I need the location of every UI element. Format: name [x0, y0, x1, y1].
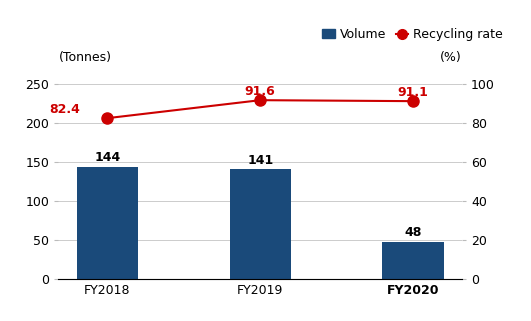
Text: 141: 141 — [247, 154, 273, 167]
Line: Recycling rate: Recycling rate — [102, 95, 418, 124]
Text: (Tonnes): (Tonnes) — [58, 51, 112, 64]
Text: 82.4: 82.4 — [49, 103, 80, 116]
Recycling rate — [257, 98, 263, 102]
Text: 144: 144 — [94, 151, 121, 164]
Bar — [77, 167, 138, 279]
Bar — [229, 169, 291, 279]
Text: (%): (%) — [440, 51, 462, 64]
Legend: Volume, Recycling rate: Volume, Recycling rate — [317, 23, 508, 46]
Text: 91.6: 91.6 — [245, 85, 276, 98]
Bar — [382, 242, 443, 279]
Text: 48: 48 — [405, 226, 422, 239]
Recycling rate — [410, 99, 416, 103]
Text: 91.1: 91.1 — [398, 86, 429, 99]
Recycling rate — [104, 116, 110, 120]
